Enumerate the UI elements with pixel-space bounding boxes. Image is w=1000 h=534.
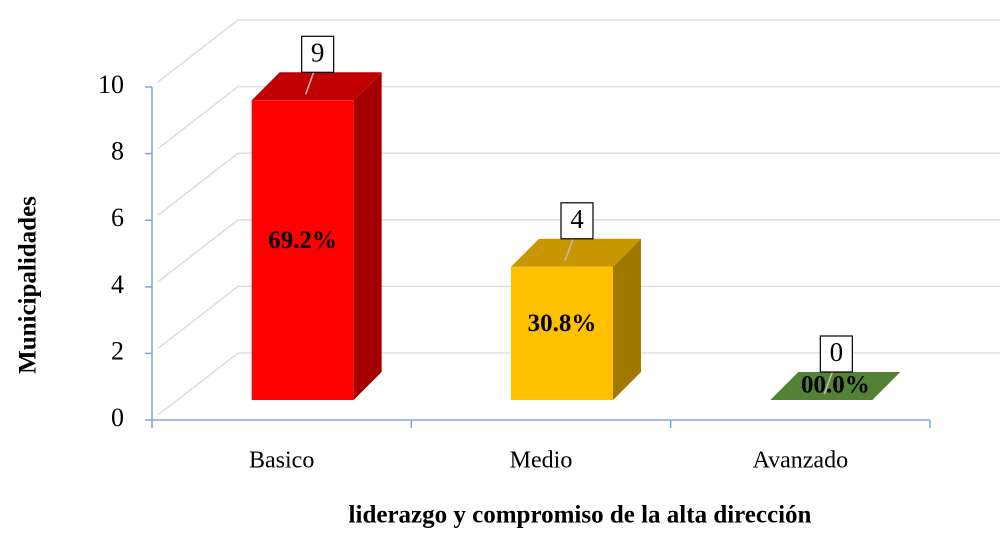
side-grid-line [157, 86, 239, 150]
label-box [560, 202, 594, 240]
y-axis-title: Municipalidades [15, 196, 42, 374]
percentage-label: 69.2% [268, 227, 337, 254]
side-grid-line [157, 285, 239, 349]
side-grid-line [157, 352, 239, 416]
y-tick-label: 2 [111, 336, 124, 365]
bar-top [770, 372, 901, 400]
side-grid-line [157, 152, 239, 216]
x-axis-title: liderazgo y compromiso de la alta direcc… [349, 502, 812, 529]
y-tick-label: 6 [111, 203, 124, 232]
y-tick-label: 10 [98, 70, 124, 99]
side-grid-line [157, 19, 239, 83]
bar-front [511, 266, 613, 400]
x-tick-label: Medio [510, 448, 573, 474]
bar-front [251, 100, 354, 401]
side-grid-line [157, 219, 239, 283]
x-tick-label: Basico [249, 448, 314, 474]
value-label: 4 [570, 204, 584, 234]
bar-side [613, 238, 641, 400]
label-box [819, 335, 853, 373]
y-tick-label: 8 [111, 137, 124, 166]
y-tick-label: 4 [111, 270, 124, 299]
bar-top [511, 238, 641, 267]
bar-side [353, 72, 382, 401]
percentage-label: 00.0% [801, 372, 870, 399]
bar-top [251, 72, 382, 101]
label-leader [823, 371, 834, 395]
label-box [301, 35, 335, 73]
label-leader [564, 238, 574, 262]
x-tick-label: Avanzado [753, 448, 849, 474]
value-label: 0 [830, 337, 844, 367]
y-tick-label: 0 [111, 403, 124, 432]
value-label: 9 [311, 38, 325, 68]
percentage-label: 30.8% [528, 310, 597, 337]
label-leader [304, 72, 315, 95]
